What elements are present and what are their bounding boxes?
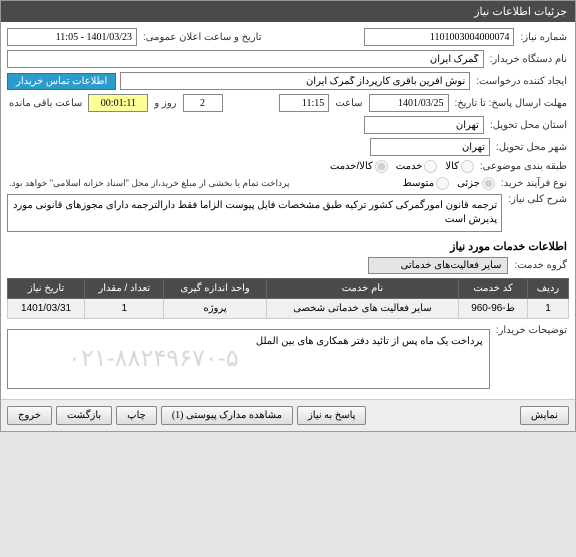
label-datetime: تاریخ و ساعت اعلان عمومی: — [141, 32, 264, 43]
label-need-desc: شرح کلی نیاز: — [506, 194, 569, 205]
th-code: کد خدمت — [459, 279, 528, 299]
field-province — [364, 116, 484, 134]
footer-buttons: نمایش پاسخ به نیاز مشاهده مدارک پیوستی (… — [1, 399, 575, 431]
th-unit: واحد اندازه گیری — [164, 279, 266, 299]
th-date: تاریخ نیاز — [8, 279, 85, 299]
label-subject-cat: طبقه بندی موضوعی: — [478, 161, 569, 172]
label-deadline: مهلت ارسال پاسخ: تا تاریخ: — [453, 98, 569, 109]
field-deadline-date — [369, 94, 449, 112]
process-radio-group: جزئی متوسط — [403, 177, 495, 190]
buyer-notes-box: پرداخت یک ماه پس از تائید دفتر همکاری ها… — [7, 329, 490, 389]
th-name: نام خدمت — [266, 279, 458, 299]
field-need-no — [364, 28, 514, 46]
cell-date: 1401/03/31 — [8, 299, 85, 319]
field-days-left — [183, 94, 223, 112]
radio-service[interactable]: خدمت — [396, 160, 438, 173]
label-hour: ساعت — [333, 98, 364, 109]
th-row: ردیف — [527, 279, 568, 299]
label-creator: ایجاد کننده درخواست: — [474, 76, 569, 87]
label-buyer-notes: توضیحات خریدار: — [494, 325, 569, 336]
respond-button[interactable]: پاسخ به نیاز — [297, 406, 367, 425]
field-datetime — [7, 28, 137, 46]
cell-unit: پروژه — [164, 299, 266, 319]
label-service-group: گروه خدمت: — [512, 260, 569, 271]
need-description: ترجمه قانون امورگمرکی کشور ترکیه طبق مشخ… — [7, 194, 502, 232]
label-need-no: شماره نیاز: — [518, 32, 569, 43]
radio-goods-service[interactable]: کالا/خدمت — [330, 160, 388, 173]
cell-name: سایر فعالیت های خدماتی شخصی — [266, 299, 458, 319]
label-city: شهر محل تحویل: — [494, 142, 569, 153]
form-content: شماره نیاز: تاریخ و ساعت اعلان عمومی: نا… — [1, 22, 575, 399]
table-row[interactable]: 1 ط-96-960 سایر فعالیت های خدماتی شخصی پ… — [8, 299, 569, 319]
watermark-phone: ۰۲۱-۸۸۲۴۹۶۷۰-۵ — [68, 344, 239, 373]
attachments-button[interactable]: مشاهده مدارک پیوستی (1) — [161, 406, 293, 425]
exit-button[interactable]: خروج — [7, 406, 52, 425]
label-process-type: نوع فرآیند خرید: — [499, 178, 569, 189]
label-day-and: روز و — [152, 98, 178, 109]
print-button[interactable]: چاپ — [116, 406, 157, 425]
field-city — [370, 138, 490, 156]
window-titlebar: جزئیات اطلاعات نیاز — [1, 1, 575, 22]
label-buyer-org: نام دستگاه خریدار: — [488, 54, 569, 65]
buyer-notes-text: پرداخت یک ماه پس از تائید دفتر همکاری ها… — [256, 336, 483, 347]
radio-medium[interactable]: متوسط — [403, 177, 449, 190]
cell-code: ط-96-960 — [459, 299, 528, 319]
label-remaining: ساعت باقی مانده — [7, 98, 84, 109]
payment-note: پرداخت تمام یا بخشی از مبلغ خرید،از محل … — [7, 178, 291, 189]
th-qty: تعداد / مقدار — [85, 279, 164, 299]
field-buyer-org — [7, 50, 484, 68]
field-deadline-time — [279, 94, 329, 112]
cell-qty: 1 — [85, 299, 164, 319]
services-table: ردیف کد خدمت نام خدمت واحد اندازه گیری ت… — [7, 278, 569, 319]
subject-radio-group: کالا خدمت کالا/خدمت — [330, 160, 474, 173]
field-service-group: سایر فعالیت‌های خدماتی — [368, 257, 508, 274]
radio-goods[interactable]: کالا — [445, 160, 474, 173]
label-province: استان محل تحویل: — [488, 120, 569, 131]
radio-minor[interactable]: جزئی — [457, 177, 495, 190]
field-creator — [120, 72, 470, 90]
field-time-left — [88, 94, 148, 112]
cell-row: 1 — [527, 299, 568, 319]
back-button[interactable]: بازگشت — [56, 406, 112, 425]
similar-button[interactable]: نمایش — [520, 406, 569, 425]
window-title: جزئیات اطلاعات نیاز — [474, 6, 567, 18]
contact-info-button[interactable]: اطلاعات تماس خریدار — [7, 73, 116, 90]
services-section-title: اطلاعات خدمات مورد نیاز — [7, 236, 569, 257]
need-details-window: جزئیات اطلاعات نیاز شماره نیاز: تاریخ و … — [0, 0, 576, 432]
